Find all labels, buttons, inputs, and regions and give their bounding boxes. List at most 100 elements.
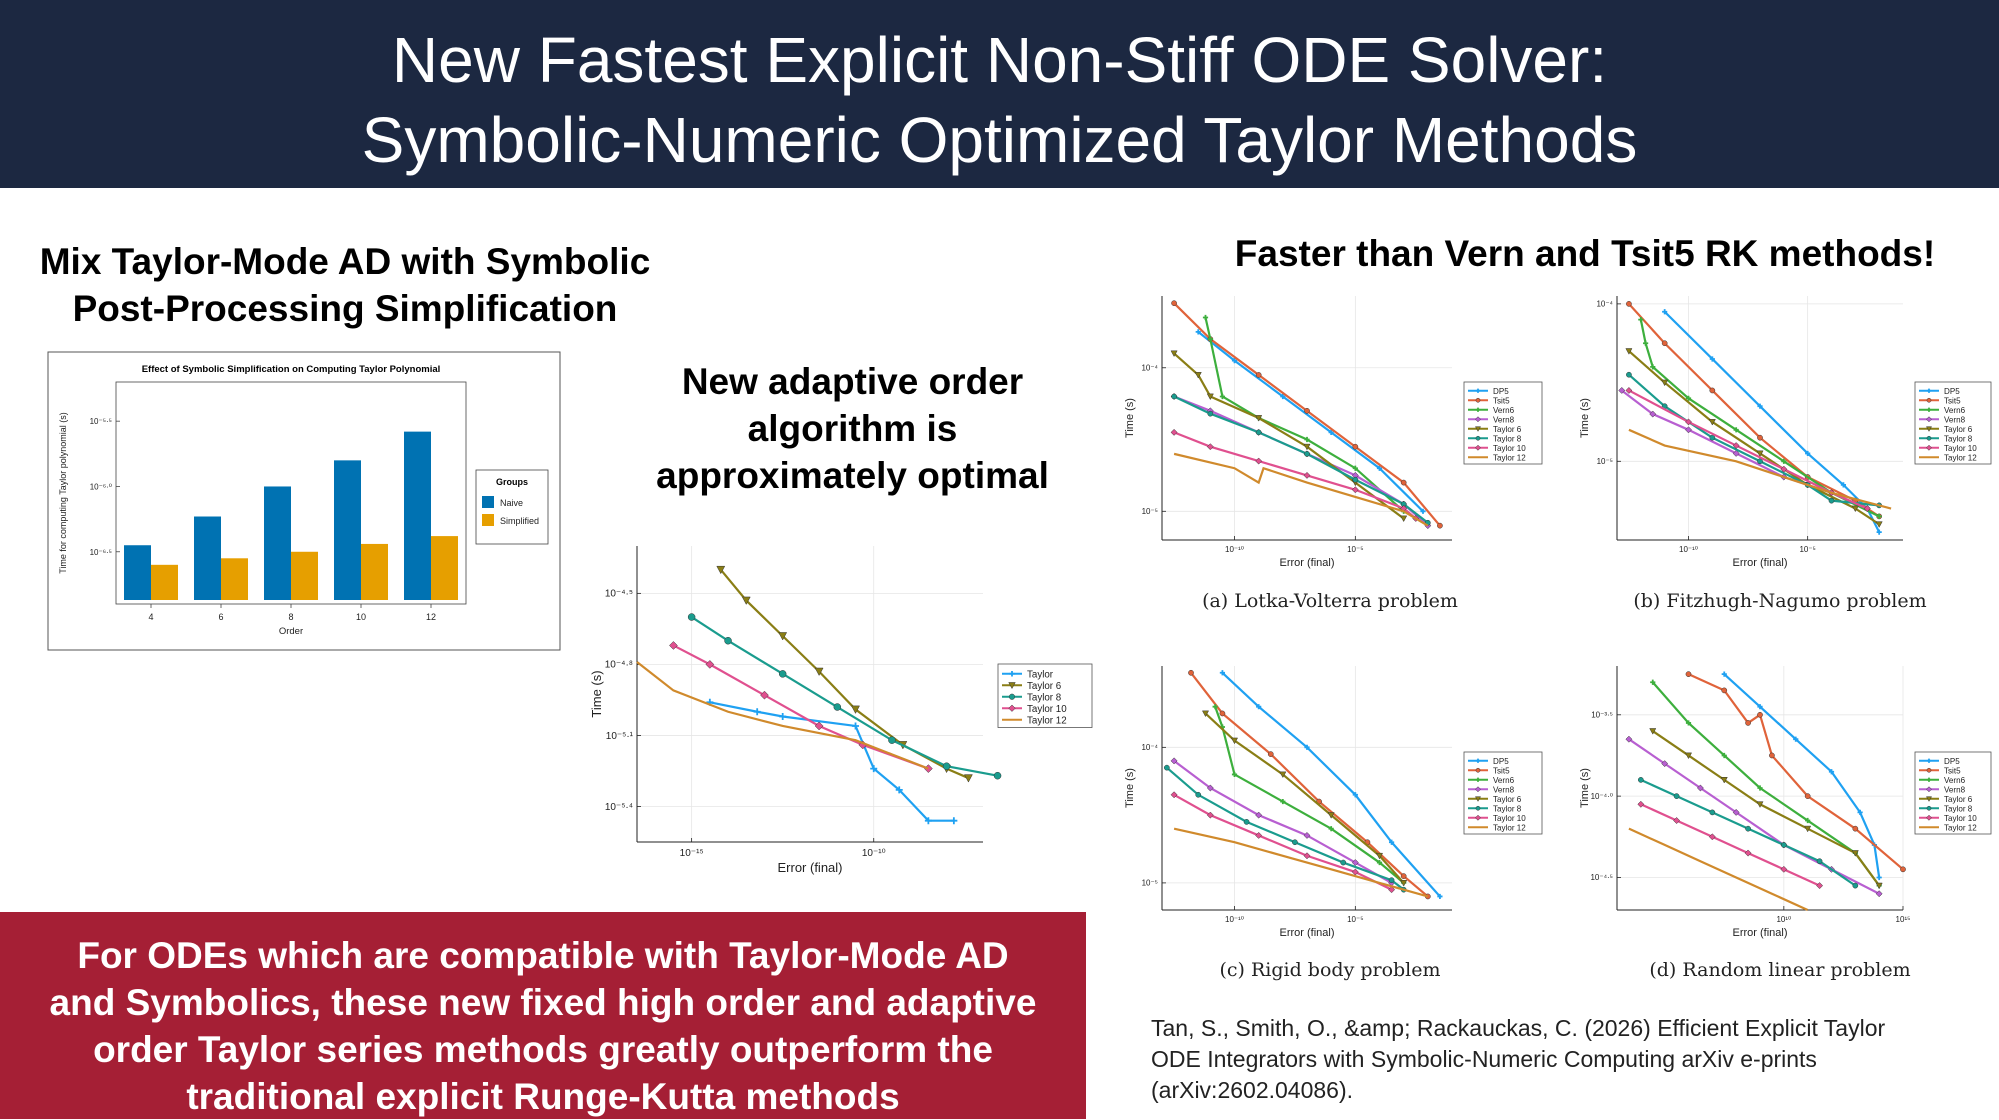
legend-label-taylor-8: Taylor 8 [1027, 692, 1061, 703]
point-vern8 [1732, 808, 1740, 816]
point-taylor-10 [1206, 443, 1214, 451]
point-vern6 [1781, 458, 1787, 464]
point-taylor-10 [1673, 817, 1681, 824]
chart-frame [47, 351, 561, 651]
x-tick-label: 8 [288, 612, 293, 622]
y-axis-label: Time (s) [1579, 398, 1591, 438]
bar-naive-6 [194, 516, 221, 600]
x-tick-label: 10⁻¹⁰ [862, 848, 886, 859]
line-chart-rigid-body: 10⁻¹⁰ 10⁻⁵ 10⁻⁴ 10⁻⁵ Error (final) Time (s) DP… [1124, 666, 1543, 939]
series-line-taylor-10 [672, 644, 929, 770]
legend-label-taylor-10: Taylor 10 [1944, 444, 1977, 453]
point-taylor-6 [1851, 505, 1859, 513]
point-taylor [779, 712, 787, 720]
legend-label-taylor-12: Taylor 12 [1027, 715, 1067, 726]
point-tsit5 [1685, 671, 1692, 677]
point-taylor-6 [1279, 771, 1287, 779]
x-tick-label: 10⁻⁵ [1347, 915, 1363, 924]
series-taylor-10 [1170, 428, 1420, 522]
point-taylor-10 [1170, 791, 1178, 799]
point-taylor-10 [1780, 865, 1788, 873]
point-taylor-10 [1625, 386, 1633, 394]
point-dp5 [1857, 809, 1863, 815]
point-taylor-6 [1804, 825, 1812, 833]
banner-title-line2: Symbolic-Numeric Optimized Taylor Method… [361, 104, 1638, 176]
point-vern8 [1696, 784, 1704, 792]
point-vern8 [1625, 735, 1633, 743]
line-chart-lotka-volterra: 10⁻¹⁰ 10⁻⁵ 10⁻⁴ 10⁻⁵ Error (final) Time (s) DP… [1124, 296, 1543, 569]
series-taylor-10 [1637, 800, 1824, 890]
point-taylor-8 [1195, 791, 1202, 798]
legend-box [1914, 381, 1992, 465]
legend-title: Groups [496, 477, 528, 487]
line-chart-adaptive-order: 10⁻¹⁵ 10⁻¹⁰ 10⁻⁴·⁵ 10⁻⁴·⁸ 10⁻⁵·¹ 10⁻⁵·⁴ Error … [589, 546, 1093, 875]
point-taylor-8 [1828, 497, 1835, 504]
point-tsit5 [1661, 340, 1668, 347]
series-taylor-8 [1637, 777, 1859, 889]
legend-marker-taylor-8 [1475, 805, 1481, 811]
point-dp5 [1828, 769, 1835, 775]
x-axis-label: Error (final) [1732, 557, 1787, 569]
series-vern8 [1625, 735, 1883, 898]
legend-label-tsit5: Tsit5 [1944, 396, 1961, 405]
y-tick-label: 10⁻⁴ [1141, 363, 1158, 372]
line-chart-fitzhugh-nagumo: 10⁻¹⁰ 10⁻⁵ 10⁻⁴ 10⁻⁵ Error (final) Time (s) DP… [1579, 296, 1992, 569]
point-vern6 [1721, 752, 1727, 759]
point-vern6 [1805, 817, 1811, 824]
point-tsit5 [1757, 711, 1763, 718]
point-tsit5 [1709, 387, 1716, 394]
legend-marker-vern8 [1475, 416, 1481, 423]
point-taylor-10 [1255, 831, 1263, 839]
point-dp5 [1256, 704, 1262, 710]
point-dp5 [1793, 736, 1799, 742]
legend-label-taylor-6: Taylor 6 [1027, 681, 1061, 692]
point-tsit5 [1900, 866, 1906, 873]
point-taylor-8 [778, 670, 787, 678]
legend-label-vern8: Vern8 [1944, 785, 1966, 794]
y-tick-label: 10⁻⁵·⁴ [605, 802, 633, 813]
legend-label-taylor-12: Taylor 12 [1944, 453, 1977, 462]
point-taylor-6 [1649, 728, 1657, 735]
point-taylor-6 [964, 774, 973, 783]
point-taylor [895, 786, 903, 794]
point-taylor-6 [1851, 850, 1859, 857]
point-taylor-8 [1388, 877, 1395, 884]
series-vern6 [1202, 314, 1407, 514]
legend-label-taylor-6: Taylor 6 [1493, 795, 1522, 804]
legend-label-taylor-12: Taylor 12 [1493, 453, 1526, 462]
middle-heading-line2: algorithm is [747, 408, 958, 449]
legend-marker-vern6 [1926, 407, 1932, 412]
series-line-vern8 [1173, 760, 1393, 884]
legend-marker-taylor-8 [1475, 435, 1481, 441]
point-taylor-10 [760, 690, 769, 700]
y-tick-label: 10⁻⁴·⁵ [1590, 873, 1613, 882]
point-vern6 [1304, 436, 1310, 443]
series-taylor-8 [1163, 764, 1407, 893]
legend-label-taylor: Taylor [1027, 669, 1054, 680]
legend-label-naive: Naive [500, 498, 523, 508]
series-taylor-6 [1170, 350, 1408, 523]
series-taylor-8 [1626, 371, 1883, 509]
point-tsit5 [1769, 752, 1775, 759]
legend-marker-taylor-10 [1475, 444, 1481, 451]
point-tsit5 [1804, 793, 1811, 799]
legend-marker-dp5 [1926, 758, 1932, 763]
banner-title-line1: New Fastest Explicit Non-Stiff ODE Solve… [391, 24, 1608, 96]
point-vern6 [1650, 364, 1656, 370]
y-tick-label: 10⁻³·⁵ [1591, 710, 1613, 719]
bar-simplified-6 [221, 558, 248, 600]
series-taylor-6 [1625, 348, 1883, 528]
point-taylor-8 [1780, 842, 1787, 848]
point-dp5 [1304, 744, 1310, 750]
point-taylor-8 [1243, 819, 1250, 825]
point-dp5 [1376, 465, 1383, 471]
middle-heading-line3: approximately optimal [656, 455, 1049, 496]
series-tsit5 [1188, 669, 1431, 900]
bar-simplified-8 [291, 551, 318, 600]
conclusion-line4: traditional explicit Runge-Kutta methods [186, 1076, 900, 1117]
point-taylor-6 [1875, 882, 1883, 890]
point-tsit5 [1255, 372, 1262, 378]
series-taylor [706, 698, 958, 825]
y-axis-label: Time (s) [589, 670, 604, 717]
legend-label-taylor-10: Taylor 10 [1493, 814, 1526, 823]
